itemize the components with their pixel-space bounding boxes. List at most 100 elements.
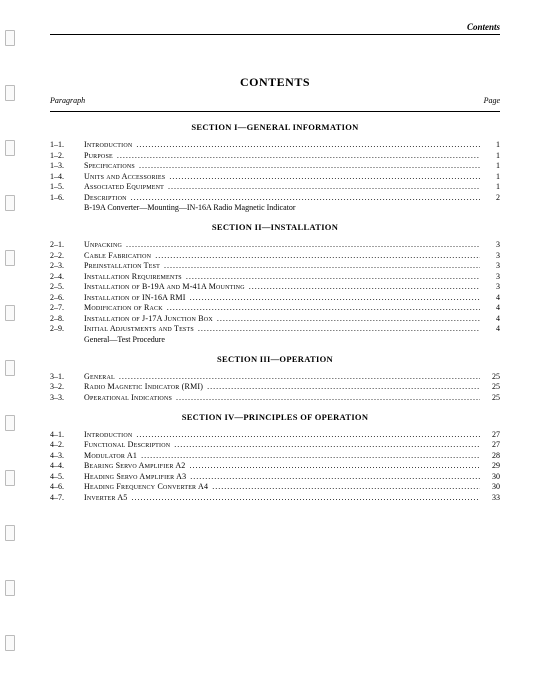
page-title: CONTENTS	[50, 75, 500, 90]
toc-leaders	[212, 482, 480, 491]
toc-paragraph-number: 4–1.	[50, 430, 84, 439]
toc-page-number: 1	[484, 161, 500, 170]
toc-entry-title: Associated Equipment	[84, 182, 164, 191]
toc-entry-title: Cable Fabrication	[84, 251, 151, 260]
toc-page-number: 3	[484, 272, 500, 281]
toc-leaders	[131, 193, 480, 202]
toc-paragraph-number: 1–6.	[50, 193, 84, 202]
header-contents-label: Contents	[467, 22, 500, 32]
toc-leaders	[155, 251, 480, 260]
toc-entry-title: Unpacking	[84, 240, 122, 249]
toc-page-number: 33	[484, 493, 500, 502]
toc-row: 2–9.Initial Adjustments and Tests4	[50, 324, 500, 333]
toc-leaders	[117, 151, 480, 160]
toc-leaders	[169, 172, 480, 181]
toc-paragraph-number: 2–6.	[50, 293, 84, 302]
toc-row: 3–3.Operational Indications25	[50, 393, 500, 402]
toc-body: SECTION I—GENERAL INFORMATION 1–1.Introdu…	[50, 122, 500, 502]
toc-row: 4–6.Heading Frequency Converter A430	[50, 482, 500, 491]
toc-row: 4–7.Inverter A533	[50, 493, 500, 502]
toc-entry-title: Installation of B-19A and M-41A Mounting	[84, 282, 245, 291]
binding-hole	[5, 140, 15, 156]
toc-entry-title: Heading Frequency Converter A4	[84, 482, 208, 491]
toc-leaders	[249, 282, 480, 291]
toc-subnote: General—Test Procedure	[84, 335, 500, 344]
toc-entry-title: Functional Description	[84, 440, 170, 449]
toc-leaders	[190, 472, 480, 481]
toc-page-number: 3	[484, 240, 500, 249]
toc-row: 2–8.Installation of J-17A Junction Box 4	[50, 314, 500, 323]
toc-row: 4–4.Bearing Servo Amplifier A229	[50, 461, 500, 470]
toc-entry-title: Bearing Servo Amplifier A2	[84, 461, 186, 470]
toc-leaders	[190, 293, 480, 302]
toc-row: 2–5.Installation of B-19A and M-41A Moun…	[50, 282, 500, 291]
toc-row: 1–3.Specifications 1	[50, 161, 500, 170]
toc-paragraph-number: 4–6.	[50, 482, 84, 491]
toc-entry-title: Installation Requirements	[84, 272, 182, 281]
toc-row: 4–3.Modulator A128	[50, 451, 500, 460]
toc-entry-title: Installation of J-17A Junction Box	[84, 314, 213, 323]
toc-row: 2–1.Unpacking3	[50, 240, 500, 249]
toc-page-number: 25	[484, 372, 500, 381]
toc-paragraph-number: 2–7.	[50, 303, 84, 312]
toc-paragraph-number: 2–2.	[50, 251, 84, 260]
toc-leaders	[164, 261, 480, 270]
toc-leaders	[207, 382, 480, 391]
toc-paragraph-number: 4–4.	[50, 461, 84, 470]
toc-paragraph-number: 4–2.	[50, 440, 84, 449]
toc-entry-title: Modification of Rack	[84, 303, 163, 312]
binding-hole	[5, 30, 15, 46]
toc-leaders	[217, 314, 480, 323]
toc-page-number: 2	[484, 193, 500, 202]
toc-leaders	[176, 393, 480, 402]
toc-page-number: 4	[484, 314, 500, 323]
binding-hole	[5, 360, 15, 376]
toc-row: 3–2.Radio Magnetic Indicator (RMI)25	[50, 382, 500, 391]
binding-hole	[5, 250, 15, 266]
toc-row: 2–2.Cable Fabrication 3	[50, 251, 500, 260]
toc-page-number: 27	[484, 440, 500, 449]
toc-page-number: 4	[484, 293, 500, 302]
toc-leaders	[119, 372, 480, 381]
toc-leaders	[186, 272, 480, 281]
toc-paragraph-number: 2–8.	[50, 314, 84, 323]
toc-paragraph-number: 2–4.	[50, 272, 84, 281]
toc-leaders	[136, 140, 480, 149]
toc-entry-title: Heading Servo Amplifier A3	[84, 472, 186, 481]
binding-edge	[0, 0, 20, 700]
title-rule	[50, 111, 500, 112]
toc-paragraph-number: 3–2.	[50, 382, 84, 391]
section-title: SECTION II—INSTALLATION	[50, 222, 500, 232]
toc-page-number: 30	[484, 472, 500, 481]
toc-leaders	[167, 303, 480, 312]
toc-leaders	[132, 493, 480, 502]
section-title: SECTION III—OPERATION	[50, 354, 500, 364]
binding-hole	[5, 305, 15, 321]
toc-entry-title: Specifications	[84, 161, 135, 170]
toc-entry-title: General	[84, 372, 115, 381]
toc-page-number: 1	[484, 182, 500, 191]
toc-row: 2–3.Preinstallation Test3	[50, 261, 500, 270]
toc-paragraph-number: 3–1.	[50, 372, 84, 381]
toc-leaders	[190, 461, 480, 470]
toc-entry-title: Introduction	[84, 140, 132, 149]
toc-entry-title: Preinstallation Test	[84, 261, 160, 270]
toc-row: 4–2.Functional Description 27	[50, 440, 500, 449]
toc-row: 1–5.Associated Equipment1	[50, 182, 500, 191]
toc-leaders	[136, 430, 480, 439]
toc-page-number: 25	[484, 382, 500, 391]
toc-entry-title: Installation of IN-16A RMI	[84, 293, 186, 302]
toc-page-number: 3	[484, 282, 500, 291]
section-title: SECTION I—GENERAL INFORMATION	[50, 122, 500, 132]
toc-paragraph-number: 1–3.	[50, 161, 84, 170]
section-title: SECTION IV—PRINCIPLES OF OPERATION	[50, 412, 500, 422]
binding-hole	[5, 635, 15, 651]
binding-hole	[5, 195, 15, 211]
toc-entry-title: Initial Adjustments and Tests	[84, 324, 194, 333]
toc-entry-title: Units and Accessories	[84, 172, 165, 181]
binding-hole	[5, 470, 15, 486]
toc-page-number: 3	[484, 251, 500, 260]
toc-page-number: 1	[484, 151, 500, 160]
toc-row: 1–2.Purpose1	[50, 151, 500, 160]
toc-row: 1–1.Introduction1	[50, 140, 500, 149]
